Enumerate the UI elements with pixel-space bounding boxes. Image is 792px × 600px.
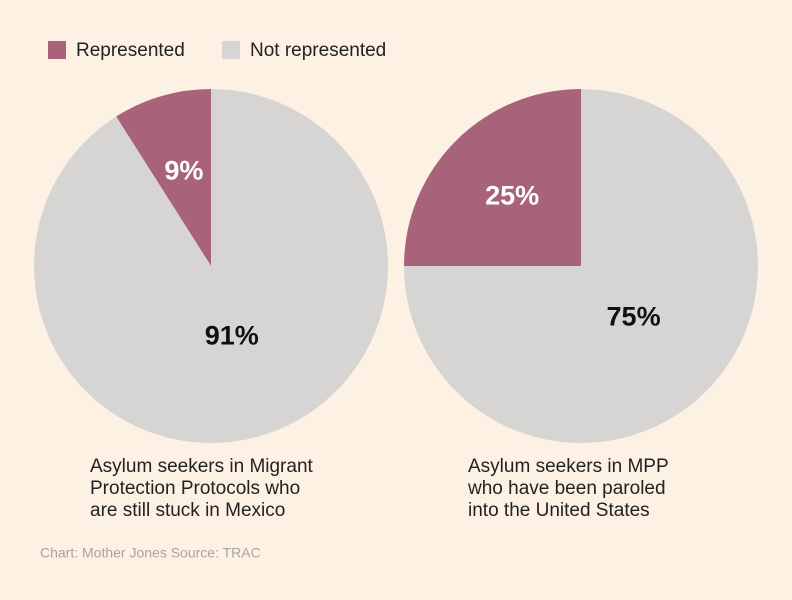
caption-line: are still stuck in Mexico: [90, 500, 285, 521]
source: Chart: Mother Jones Source: TRAC: [40, 545, 261, 561]
legend-swatch: [48, 41, 66, 59]
pie-slice: [116, 89, 211, 266]
caption-line: who have been paroled: [467, 478, 666, 499]
legend-label: Represented: [76, 40, 185, 61]
pie-slice: [404, 89, 758, 443]
caption-line: Protection Protocols who: [90, 478, 300, 499]
data-label: 9%: [164, 156, 203, 186]
caption-line: Asylum seekers in MPP: [468, 456, 669, 477]
data-label: 91%: [205, 321, 259, 351]
data-label: 75%: [607, 302, 661, 332]
pie-slice: [34, 89, 389, 443]
caption-line: into the United States: [468, 500, 650, 521]
data-label: 25%: [485, 180, 539, 210]
legend-label: Not represented: [250, 40, 386, 61]
legend-swatch: [222, 41, 240, 59]
pie-slice: [404, 89, 581, 266]
caption-line: Asylum seekers in Migrant: [90, 456, 314, 477]
